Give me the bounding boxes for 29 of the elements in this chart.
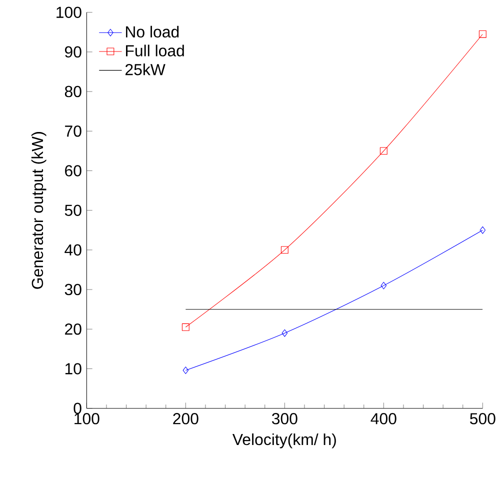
point [280, 246, 288, 254]
point [380, 147, 388, 155]
y-tick-label: 70 [65, 125, 82, 137]
legend-label: 25kW [125, 64, 166, 76]
x-tick-label: 200 [173, 413, 198, 424]
y-tick-label: 50 [64, 204, 82, 216]
y-tick-label: 30 [64, 284, 82, 296]
point [480, 226, 486, 234]
y-tick-label: 90 [64, 46, 82, 58]
y-tick-label: 20 [65, 323, 82, 335]
x-tick-label: 400 [370, 413, 396, 424]
y-axis-title: Generator output (kW) [31, 132, 46, 289]
y-tick-label: 40 [64, 244, 82, 256]
y-tick-label: 10 [65, 363, 82, 374]
point [182, 323, 190, 331]
y-tick-label: 0 [74, 402, 82, 414]
point [182, 366, 189, 374]
x-tick-label: 100 [74, 413, 100, 424]
y-tick-label: 60 [65, 165, 82, 176]
point [380, 282, 387, 290]
legend-label: Full load [126, 44, 184, 56]
y-tick-label: 80 [64, 86, 82, 98]
x-axis-title: Velocity(km/ h) [232, 433, 336, 448]
legend-label: No load [126, 26, 179, 38]
y-tick-label: 100 [56, 6, 82, 18]
point [478, 30, 486, 38]
x-tick-label: 500 [470, 413, 496, 424]
x-tick-label: 300 [272, 413, 298, 424]
point [282, 329, 288, 337]
